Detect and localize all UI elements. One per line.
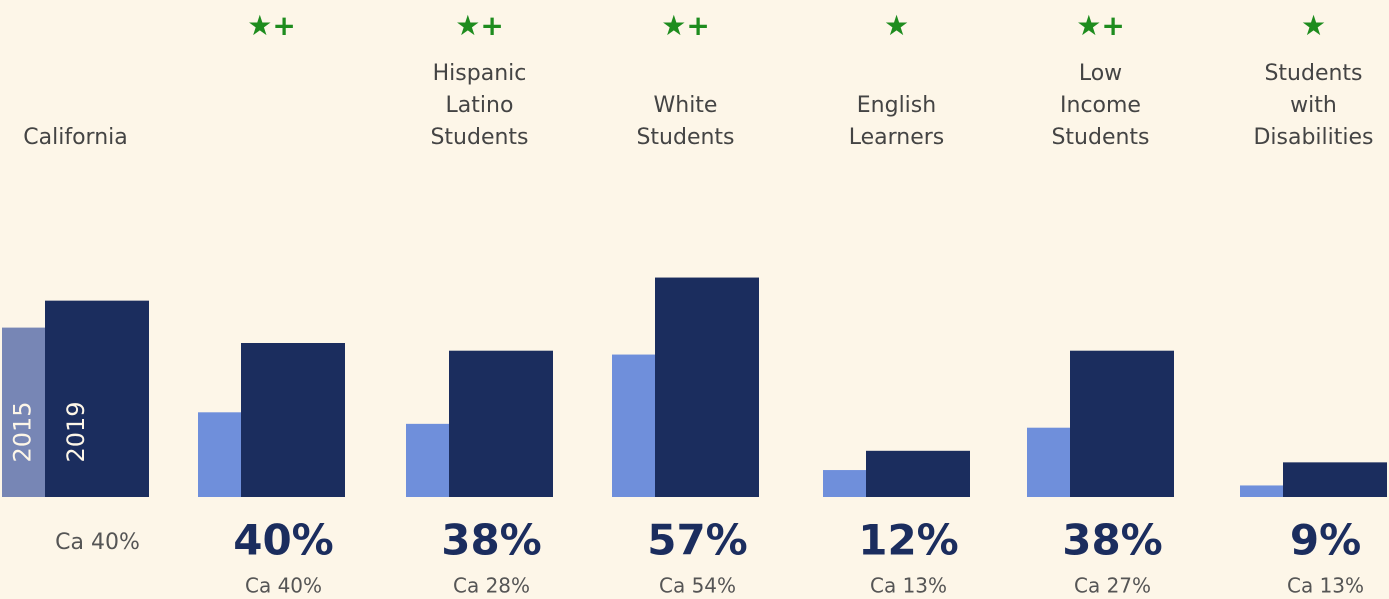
marker: ★+	[247, 9, 296, 42]
category-label: Hispanic	[433, 61, 527, 86]
bar	[612, 354, 655, 497]
marker: ★+	[661, 9, 710, 42]
legend-label: 2015	[9, 401, 37, 462]
bar	[2, 327, 45, 497]
marker: ★+	[455, 9, 504, 42]
bar	[655, 277, 759, 497]
comparison: Ca 27%	[1074, 574, 1151, 598]
comparison: Ca 13%	[870, 574, 947, 598]
bar	[823, 470, 866, 497]
value-label: 57%	[647, 516, 748, 565]
category-label: Students	[430, 125, 528, 150]
legend-label: 2019	[62, 401, 90, 462]
category-label: Students	[1051, 125, 1149, 150]
bar	[1027, 427, 1070, 497]
comparison: Ca 40%	[245, 574, 322, 598]
value-label: 9%	[1290, 516, 1361, 565]
comparison: Ca 28%	[453, 574, 530, 598]
comparison: Ca 54%	[659, 574, 736, 598]
value-label: 38%	[1062, 516, 1163, 565]
category-label: California	[23, 125, 127, 150]
value-label: 12%	[858, 516, 959, 565]
value-label: 38%	[441, 516, 542, 565]
marker: ★+	[1076, 9, 1125, 42]
bar	[1283, 462, 1387, 497]
category-label: Income	[1060, 93, 1141, 118]
bar	[406, 423, 449, 497]
category-label: with	[1290, 93, 1337, 118]
marker: ★	[884, 9, 909, 42]
category-label: Disabilities	[1253, 125, 1373, 150]
bar	[449, 350, 553, 497]
bar	[866, 450, 970, 497]
category-label: Learners	[849, 125, 945, 150]
bar	[198, 412, 241, 497]
category-label: Latino	[446, 93, 514, 118]
bar	[241, 343, 345, 497]
bar	[1070, 350, 1174, 497]
bar	[45, 300, 149, 497]
comparison: Ca 13%	[1287, 574, 1364, 598]
category-label: English	[857, 93, 936, 118]
bar	[1240, 485, 1283, 497]
value-label: 40%	[233, 516, 334, 565]
comparison: Ca 40%	[55, 530, 140, 555]
category-label: Students	[636, 125, 734, 150]
marker: ★	[1301, 9, 1326, 42]
category-label: Students	[1264, 61, 1362, 86]
category-label: White	[654, 93, 718, 118]
category-label: Low	[1079, 61, 1122, 86]
